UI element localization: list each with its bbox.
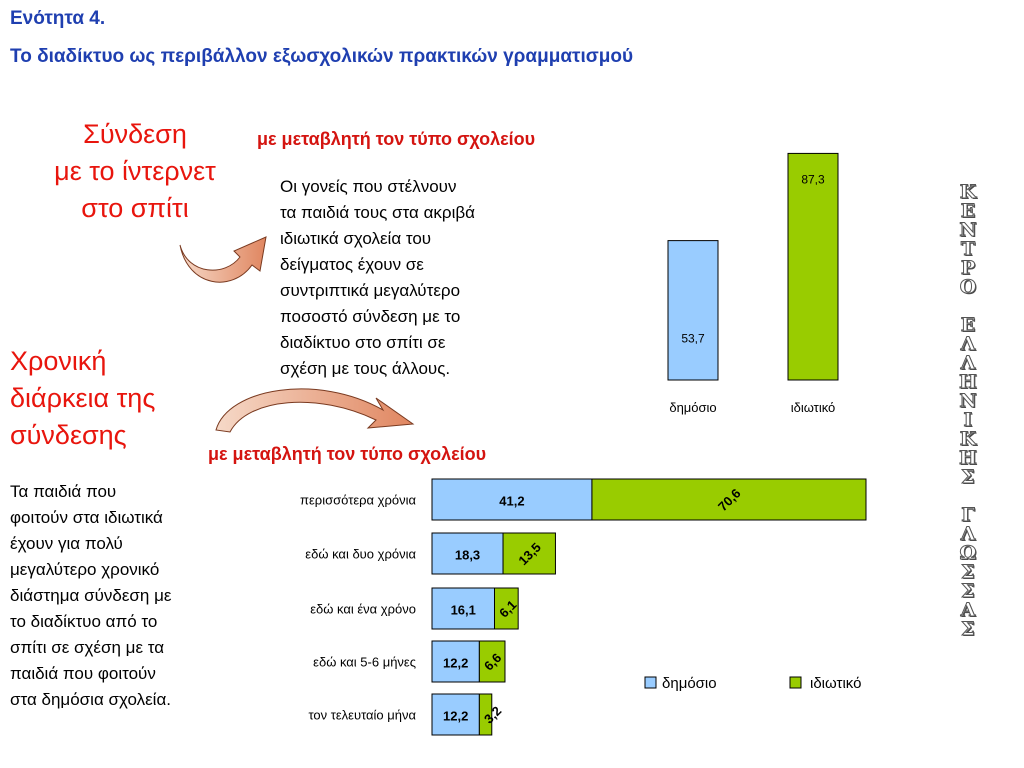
y-tick-label: εδώ και ένα χρόνο bbox=[310, 602, 416, 617]
paragraph-line: διαδίκτυο στο σπίτι σε bbox=[280, 333, 446, 352]
bar-private bbox=[478, 693, 493, 736]
x-tick-label: δημόσιο bbox=[669, 400, 716, 415]
side-text-letter: Σ bbox=[961, 618, 975, 640]
bar-public bbox=[431, 532, 504, 575]
legend-swatch-private bbox=[789, 676, 802, 689]
duration-title-line: Χρονική bbox=[10, 346, 107, 376]
data-label: 12,2 bbox=[443, 656, 468, 671]
bar-private bbox=[502, 532, 556, 575]
side-text-letter: Σ bbox=[961, 561, 975, 583]
curved-arrow-icon bbox=[179, 236, 267, 283]
data-label: 41,2 bbox=[499, 494, 524, 509]
bar bbox=[787, 152, 839, 381]
side-text-letter: Η bbox=[959, 371, 978, 393]
paragraph-line: δείγματος έχουν σε bbox=[280, 255, 424, 274]
bar-public bbox=[431, 587, 495, 630]
y-tick-label: εδώ και 5-6 μήνες bbox=[313, 655, 416, 670]
side-text-letter: Λ bbox=[960, 352, 976, 374]
side-text-letter: Τ bbox=[960, 238, 976, 260]
paragraph-top: Οι γονείς που στέλνουν τα παιδιά τους στ… bbox=[280, 174, 475, 382]
bar bbox=[667, 240, 719, 381]
side-text-letter: Ν bbox=[959, 219, 977, 241]
duration-title: Χρονική διάρκεια της σύνδεσης bbox=[10, 343, 230, 454]
side-text-letter: Ι bbox=[963, 409, 973, 431]
duration-title-line: διάρκεια της bbox=[10, 383, 156, 413]
side-text-letter: Ρ bbox=[960, 257, 976, 279]
side-text-letter: Η bbox=[959, 447, 978, 469]
paragraph-line: Τα παιδιά που bbox=[10, 482, 117, 501]
side-text-letter: Ω bbox=[959, 542, 977, 564]
paragraph-line: ιδιωτικά σχολεία του bbox=[280, 229, 432, 248]
data-label: 53,7 bbox=[681, 331, 705, 345]
x-tick-label: ιδιωτικό bbox=[791, 400, 836, 415]
paragraph-line: στα δημόσια σχολεία. bbox=[10, 690, 172, 709]
paragraph-line: ποσοστό σύνδεση με το bbox=[280, 307, 461, 326]
data-label: 87,3 bbox=[801, 173, 825, 187]
connection-title-line: με το ίντερνετ bbox=[54, 156, 216, 186]
bar-private bbox=[478, 640, 506, 683]
duration-title-line: σύνδεσης bbox=[10, 420, 127, 450]
paragraph-line: τα παιδιά τους στα ακριβά bbox=[280, 203, 475, 222]
vertical-bar-chart: 53,7 δημόσιο 87,3 ιδιωτικό bbox=[667, 152, 839, 415]
paragraph-line: παιδιά που φοιτούν bbox=[10, 664, 156, 683]
section-title: Ενότητα 4. bbox=[10, 8, 106, 29]
curved-arrow-icon bbox=[215, 388, 415, 433]
paragraph-bottom: Τα παιδιά που φοιτούν στα ιδιωτικά έχουν… bbox=[10, 479, 171, 713]
connection-title: Σύνδεση με το ίντερνετ στο σπίτι bbox=[10, 116, 260, 227]
paragraph-line: σχέση με τους άλλους. bbox=[280, 359, 451, 378]
paragraph-line: σπίτι σε σχέση με τα bbox=[10, 638, 165, 657]
side-text-letter: Κ bbox=[959, 181, 977, 203]
bar-private bbox=[591, 478, 867, 521]
bar-public bbox=[431, 640, 480, 683]
paragraph-line: Οι γονείς που στέλνουν bbox=[280, 177, 457, 196]
paragraph-line: μεγαλύτερο χρονικό bbox=[10, 560, 160, 579]
side-text-letter: Ν bbox=[959, 390, 977, 412]
side-text-letter: Λ bbox=[960, 523, 976, 545]
side-text-letter: Ο bbox=[959, 276, 977, 298]
paragraph-line: έχουν για πολύ bbox=[10, 534, 123, 553]
y-tick-label: περισσότερα χρόνια bbox=[300, 493, 416, 508]
y-tick-label: εδώ και δυο χρόνια bbox=[305, 547, 416, 562]
paragraph-line: φοιτούν στα ιδιωτικά bbox=[10, 508, 163, 527]
page-title: Το διαδίκτυο ως περιβάλλον εξωσχολικών π… bbox=[10, 46, 634, 67]
side-text-letter: Α bbox=[960, 599, 976, 621]
paragraph-line: συντριπτικά μεγαλύτερο bbox=[280, 281, 461, 300]
side-text-letter: Κ bbox=[959, 428, 977, 450]
data-label: 18,3 bbox=[455, 548, 480, 563]
legend-label: δημόσιο bbox=[662, 675, 717, 692]
legend-label: ιδιωτικό bbox=[810, 675, 861, 692]
data-label: 12,2 bbox=[443, 709, 468, 724]
bar-private bbox=[493, 587, 519, 630]
side-text-letter: Σ bbox=[961, 466, 975, 488]
bar-public bbox=[431, 693, 480, 736]
legend-swatch-public bbox=[644, 676, 657, 689]
paragraph-line: διάστημα σύνδεση με bbox=[10, 586, 172, 605]
side-text-letter: Γ bbox=[961, 504, 976, 526]
side-text-letter: Λ bbox=[960, 333, 976, 355]
side-text-letter: Σ bbox=[961, 580, 975, 602]
subhead-top: με μεταβλητή τον τύπο σχολείου bbox=[257, 129, 536, 149]
side-text-letter: Ε bbox=[960, 200, 976, 222]
connection-title-line: στο σπίτι bbox=[81, 193, 189, 223]
connection-title-line: Σύνδεση bbox=[83, 119, 187, 149]
y-tick-label: τον τελευταίο μήνα bbox=[308, 708, 416, 723]
side-text-letter: Ε bbox=[960, 314, 976, 336]
data-label: 16,1 bbox=[451, 603, 476, 618]
subhead-bottom: με μεταβλητή τον τύπο σχολείου bbox=[208, 444, 487, 464]
paragraph-line: το διαδίκτυο από το bbox=[10, 612, 158, 631]
